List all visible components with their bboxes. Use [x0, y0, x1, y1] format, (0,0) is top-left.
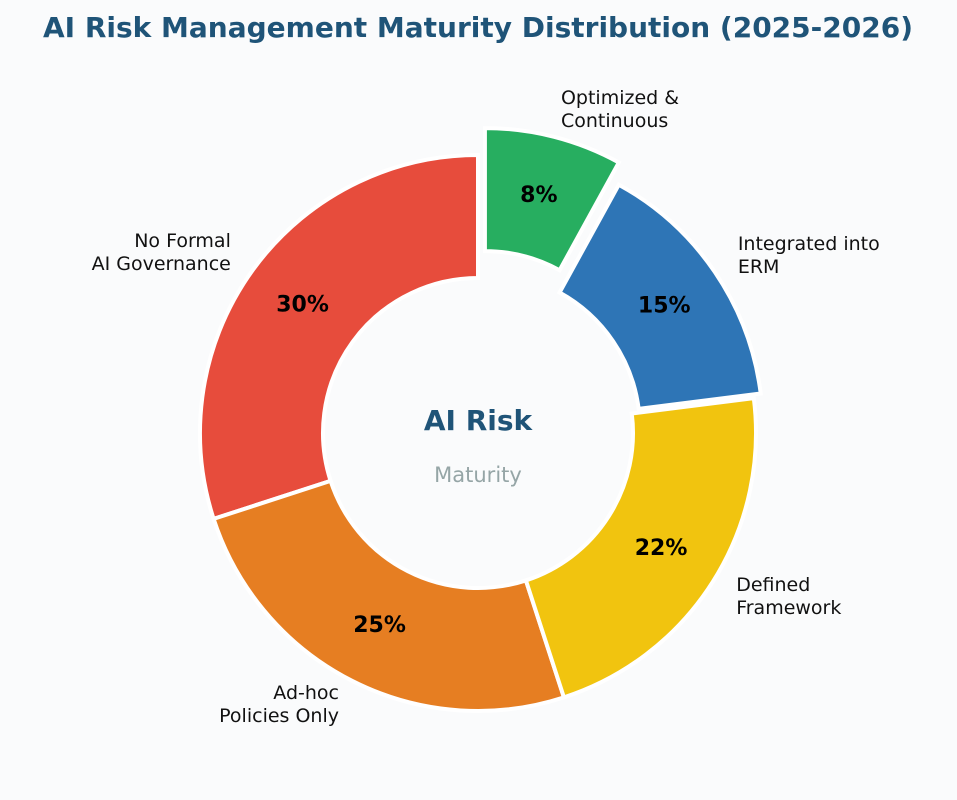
center-title: AI Risk: [424, 404, 534, 437]
center-subtitle: Maturity: [434, 463, 522, 487]
value-label: 25%: [353, 613, 406, 638]
donut-wedge: [482, 126, 622, 273]
value-label: 22%: [635, 536, 688, 561]
donut-wedge: [211, 478, 567, 713]
value-label: 30%: [276, 293, 329, 318]
value-label: 15%: [638, 293, 691, 318]
category-label: No Formal AI Governance: [91, 230, 231, 276]
donut-wedge: [198, 152, 480, 522]
category-label: Defined Framework: [736, 573, 842, 619]
chart-title: AI Risk Management Maturity Distribution…: [43, 11, 913, 44]
value-label: 8%: [520, 183, 557, 208]
category-label: Optimized & Continuous: [560, 86, 680, 132]
category-label: Integrated into ERM: [737, 233, 880, 279]
donut-wedge: [556, 181, 763, 412]
donut-wedge: [523, 395, 758, 700]
category-label: Ad-hoc Policies Only: [219, 682, 339, 728]
